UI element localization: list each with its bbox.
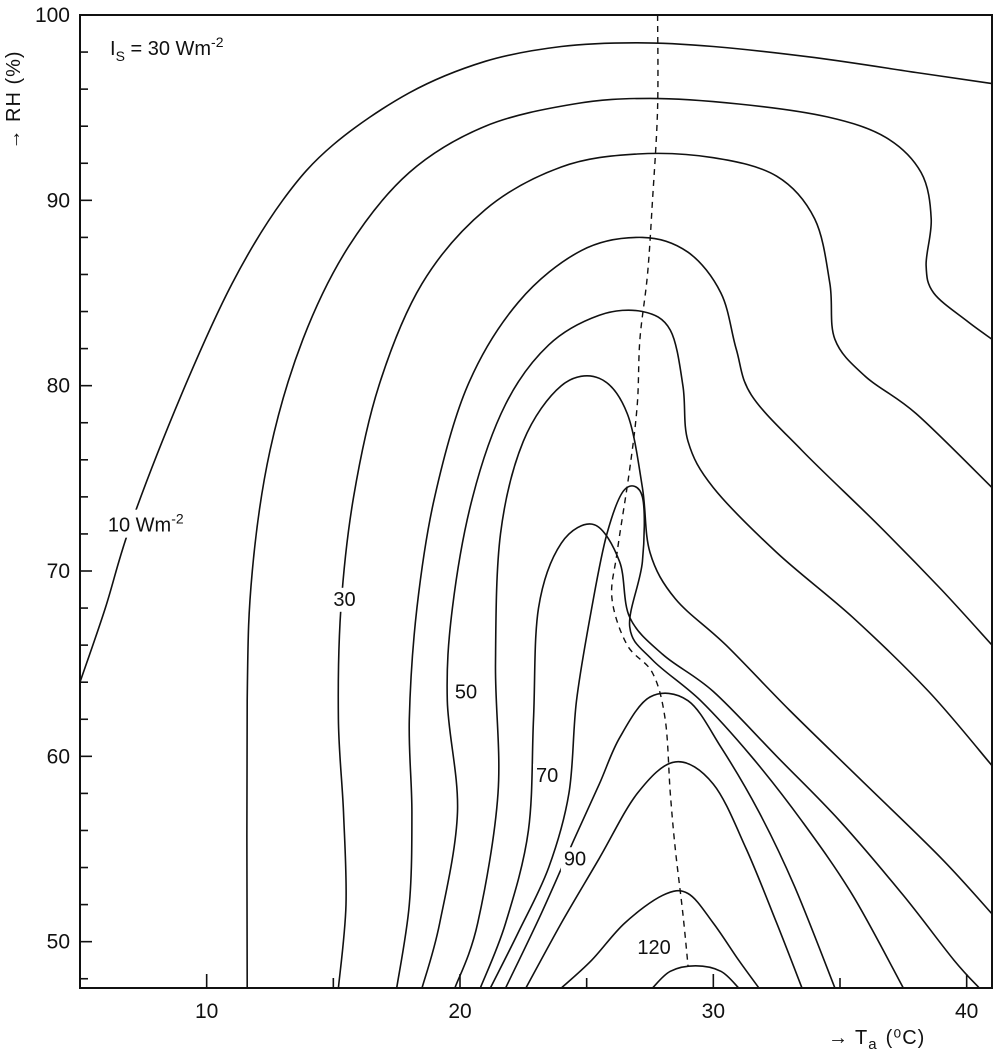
contour-label-background	[330, 587, 359, 612]
contour-label-background	[104, 509, 187, 538]
x-tick-label: 30	[702, 1000, 725, 1023]
y-tick-label: 60	[47, 745, 70, 768]
contour-label-background	[634, 936, 674, 961]
contour-label: 120	[637, 937, 670, 959]
contour-label: 50	[455, 681, 477, 703]
contour-label-background	[560, 847, 590, 872]
y-tick-label: 80	[47, 375, 70, 398]
y-tick-label: 70	[47, 560, 70, 583]
contour-labels: 10 Wm-2 30 50 70 90 120	[104, 509, 674, 961]
contour-line	[525, 760, 803, 989]
contour-label-background	[533, 763, 562, 788]
contour-line	[479, 523, 980, 989]
contour-line	[454, 375, 993, 989]
contour-label-background	[451, 680, 481, 705]
contour-line	[421, 309, 993, 989]
contour-line	[246, 97, 993, 989]
contour-line	[560, 889, 760, 989]
y-tick-label: 100	[35, 4, 70, 27]
contour-line	[79, 41, 993, 683]
x-axis-label: → Ta (⁰C)	[828, 1027, 925, 1053]
y-tick-label: 50	[47, 931, 70, 954]
contour-label: 10 Wm-2	[108, 511, 184, 537]
contour-line	[395, 236, 993, 989]
contour-label: 70	[536, 765, 558, 787]
contour-line	[489, 485, 905, 989]
contour-line	[504, 692, 836, 989]
y-axis-label: → RH (%)	[3, 50, 25, 149]
x-tick-label: 10	[195, 1000, 218, 1023]
ridge-line	[610, 14, 689, 966]
ridge-dashed-line	[610, 14, 689, 966]
x-tick-label: 40	[955, 1000, 978, 1023]
x-tick-label: 20	[448, 1000, 471, 1023]
contour-line	[337, 152, 993, 989]
contour-label: 30	[333, 589, 355, 611]
contour-label: 90	[564, 848, 586, 870]
contour-line	[651, 964, 740, 989]
axis-ticks: 10 20 30 40 50 60 70 80 90 100	[35, 4, 978, 1023]
y-tick-label: 90	[47, 189, 70, 212]
contour-lines	[79, 41, 993, 989]
plot-frame	[79, 14, 993, 989]
annotation-is: IS = 30 Wm-2	[110, 34, 224, 64]
